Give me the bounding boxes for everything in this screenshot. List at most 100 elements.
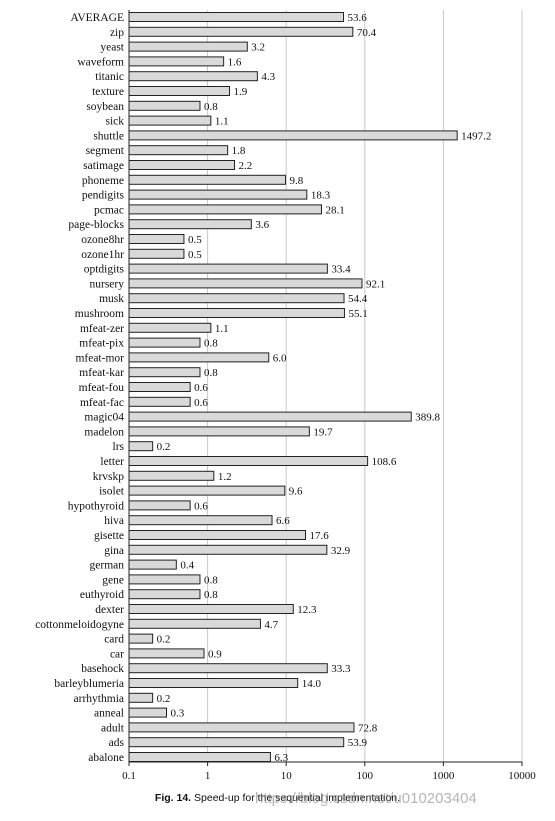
category-label: soybean: [86, 101, 124, 113]
category-label: mfeat-fac: [80, 397, 124, 409]
category-label: adult: [101, 722, 125, 734]
value-label: 6.3: [274, 752, 288, 764]
bar: [128, 515, 273, 526]
value-label: 4.3: [261, 71, 275, 83]
value-label: 3.6: [255, 219, 269, 231]
value-label: 0.8: [204, 367, 218, 379]
bar: [128, 396, 191, 407]
category-label: basehock: [81, 663, 124, 675]
category-label: abalone: [88, 752, 124, 764]
bar: [128, 293, 345, 304]
value-label: 92.1: [366, 278, 385, 290]
category-label: lrs: [113, 441, 125, 453]
value-label: 54.4: [348, 293, 368, 305]
category-label: waveform: [77, 56, 124, 68]
bar: [128, 115, 212, 126]
value-label: 0.4: [180, 560, 194, 572]
value-label: 1497.2: [461, 130, 491, 142]
bar: [128, 263, 328, 274]
value-label: 0.2: [157, 693, 171, 705]
category-label: texture: [92, 86, 124, 98]
bar: [128, 663, 328, 674]
category-label: ozone1hr: [81, 249, 124, 261]
category-label: barleyblumeria: [54, 678, 124, 690]
value-label: 0.2: [157, 634, 171, 646]
bar: [128, 633, 154, 644]
category-label: pcmac: [94, 204, 124, 216]
bar: [128, 618, 261, 629]
value-label: 55.1: [348, 308, 367, 320]
category-label: segment: [86, 145, 125, 157]
bar: [128, 367, 201, 378]
category-label: mfeat-mor: [75, 352, 124, 364]
value-label: 53.9: [348, 737, 368, 749]
category-label: magic04: [84, 412, 124, 424]
value-label: 1.2: [218, 471, 232, 483]
bar: [128, 100, 201, 111]
bar: [128, 500, 191, 511]
value-label: 0.2: [157, 441, 171, 453]
bar: [128, 12, 345, 22]
value-label: 72.8: [358, 722, 378, 734]
value-label: 0.8: [204, 589, 218, 601]
category-label: ozone8hr: [81, 234, 124, 246]
category-label: arrhythmia: [74, 693, 124, 705]
value-label: 0.9: [208, 648, 222, 660]
category-label: yeast: [100, 42, 124, 54]
bar: [128, 441, 154, 452]
bar: [128, 308, 345, 318]
bar: [128, 382, 191, 392]
bar: [128, 189, 308, 200]
bar: [128, 278, 363, 289]
x-tick-label: 1000: [432, 770, 455, 782]
bar: [128, 248, 185, 259]
value-label: 53.6: [348, 12, 368, 24]
value-label: 1.1: [215, 323, 229, 335]
value-label: 12.3: [297, 604, 317, 616]
category-label: gina: [104, 545, 124, 557]
category-label: mfeat-zer: [80, 323, 124, 335]
value-label: 33.4: [331, 264, 351, 276]
x-tick-label: 100: [357, 770, 374, 782]
category-label: car: [110, 648, 124, 660]
value-label: 1.1: [215, 116, 229, 128]
value-label: 9.6: [289, 486, 303, 498]
axis-layer: 0.1 1 10 100 1000 10000: [122, 10, 536, 782]
bar: [128, 544, 328, 555]
category-label: phoneme: [82, 175, 124, 187]
bar: [128, 160, 236, 170]
bar: [128, 604, 294, 614]
category-label: gisette: [94, 530, 124, 542]
bar: [128, 692, 154, 703]
bar-layer: AVERAGE 53.6 zip 70.4 yeast 3.2 waveform 1.6 tit…: [35, 12, 491, 764]
category-label: isolet: [99, 486, 125, 498]
value-label: 14.0: [302, 678, 322, 690]
x-tick-label: 10: [281, 770, 293, 782]
bar: [128, 337, 201, 348]
speedup-bar-chart: AVERAGE 53.6 zip 70.4 yeast 3.2 waveform 1.6 tit…: [35, 10, 536, 782]
category-label: AVERAGE: [71, 12, 124, 24]
bar: [128, 322, 212, 333]
caption-prefix: Fig. 14.: [154, 792, 192, 804]
bar: [128, 145, 229, 156]
category-label: mfeat-pix: [79, 338, 124, 350]
value-label: 0.6: [194, 500, 208, 512]
category-label: hiva: [104, 515, 124, 527]
bar: [128, 86, 231, 96]
caption-text: Speed-up for the sequential implementati…: [194, 792, 401, 804]
category-label: pendigits: [82, 190, 125, 202]
value-label: 0.6: [194, 397, 208, 409]
category-label: nursery: [90, 278, 125, 290]
bar: [128, 485, 286, 496]
value-label: 0.5: [188, 234, 202, 246]
value-label: 0.8: [204, 101, 218, 113]
value-label: 0.3: [171, 708, 185, 720]
value-label: 33.3: [331, 663, 351, 675]
value-label: 17.6: [310, 530, 330, 542]
value-label: 1.9: [234, 86, 248, 98]
bar: [128, 26, 354, 37]
category-label: letter: [100, 456, 124, 468]
value-label: 108.6: [372, 456, 397, 468]
bar: [128, 752, 271, 762]
category-label: card: [104, 634, 124, 646]
